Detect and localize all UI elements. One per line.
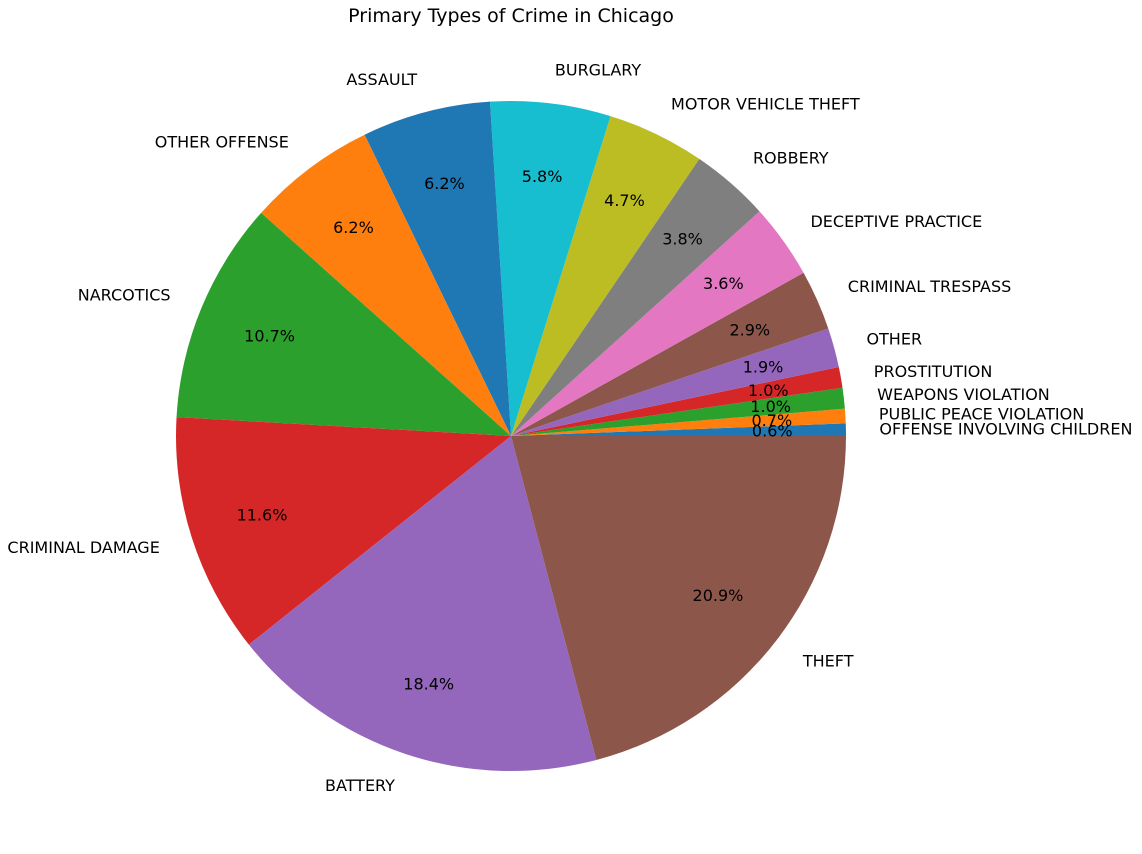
- category-label-narcotics: NARCOTICS: [78, 285, 171, 304]
- percent-label-other: 1.9%: [743, 358, 784, 377]
- chart-title: Primary Types of Crime in Chicago: [348, 5, 674, 27]
- pie-slice-assault: [364, 101, 511, 437]
- pie-slice-motor-vehicle-theft: [511, 116, 700, 437]
- percent-label-public-peace-violation: 0.7%: [752, 411, 793, 430]
- category-label-weapons-violation: WEAPONS VIOLATION: [877, 385, 1050, 404]
- pie-slice-criminal-trespass: [511, 272, 829, 436]
- percent-label-robbery: 3.8%: [662, 229, 703, 248]
- pie-slice-deceptive-practice: [511, 211, 804, 436]
- percent-label-other-offense: 6.2%: [333, 218, 374, 237]
- pie-slice-offense-involving-children: [511, 423, 846, 436]
- pie-slice-weapons-violation: [511, 387, 845, 436]
- category-label-prostitution: PROSTITUTION: [874, 362, 993, 381]
- category-label-theft: THEFT: [802, 651, 854, 670]
- percent-label-narcotics: 10.7%: [244, 327, 295, 346]
- pie-slice-prostitution: [511, 367, 843, 436]
- pie-slice-public-peace-violation: [511, 408, 846, 436]
- category-label-offense-involving-children: OFFENSE INVOLVING CHILDREN: [879, 420, 1132, 439]
- percent-label-criminal-damage: 11.6%: [237, 506, 288, 525]
- category-label-other-offense: OTHER OFFENSE: [155, 133, 289, 152]
- percent-label-deceptive-practice: 3.6%: [703, 274, 744, 293]
- percent-label-battery: 18.4%: [403, 674, 454, 693]
- pie-slice-other: [511, 328, 839, 436]
- category-label-public-peace-violation: PUBLIC PEACE VIOLATION: [879, 405, 1084, 424]
- percent-labels: 0.6%0.7%1.0%1.0%1.9%2.9%3.6%3.8%4.7%5.8%…: [237, 167, 793, 693]
- category-label-deceptive-practice: DECEPTIVE PRACTICE: [810, 212, 982, 231]
- pie-slice-criminal-damage: [176, 417, 511, 645]
- percent-label-assault: 6.2%: [424, 174, 465, 193]
- category-label-criminal-damage: CRIMINAL DAMAGE: [7, 538, 159, 557]
- category-label-motor-vehicle-theft: MOTOR VEHICLE THEFT: [671, 95, 860, 114]
- percent-label-theft: 20.9%: [693, 586, 744, 605]
- category-label-assault: ASSAULT: [346, 70, 417, 89]
- pie-slices: [176, 101, 846, 772]
- pie-slice-narcotics: [176, 212, 512, 436]
- percent-label-motor-vehicle-theft: 4.7%: [604, 191, 645, 210]
- percent-label-prostitution: 1.0%: [748, 381, 789, 400]
- percent-label-offense-involving-children: 0.6%: [752, 422, 793, 441]
- pie-slice-theft: [511, 436, 846, 760]
- pie-slice-burglary: [489, 101, 611, 436]
- category-label-battery: BATTERY: [325, 776, 395, 795]
- category-label-other: OTHER: [866, 329, 922, 348]
- percent-label-criminal-trespass: 2.9%: [729, 320, 770, 339]
- pie-slice-other-offense: [261, 134, 511, 437]
- pie-slice-robbery: [511, 158, 760, 436]
- pie-slice-battery: [248, 436, 597, 772]
- category-label-criminal-trespass: CRIMINAL TRESPASS: [848, 277, 1011, 296]
- category-label-burglary: BURGLARY: [555, 61, 642, 80]
- percent-label-weapons-violation: 1.0%: [750, 397, 791, 416]
- category-label-robbery: ROBBERY: [753, 149, 829, 168]
- percent-label-burglary: 5.8%: [522, 167, 563, 186]
